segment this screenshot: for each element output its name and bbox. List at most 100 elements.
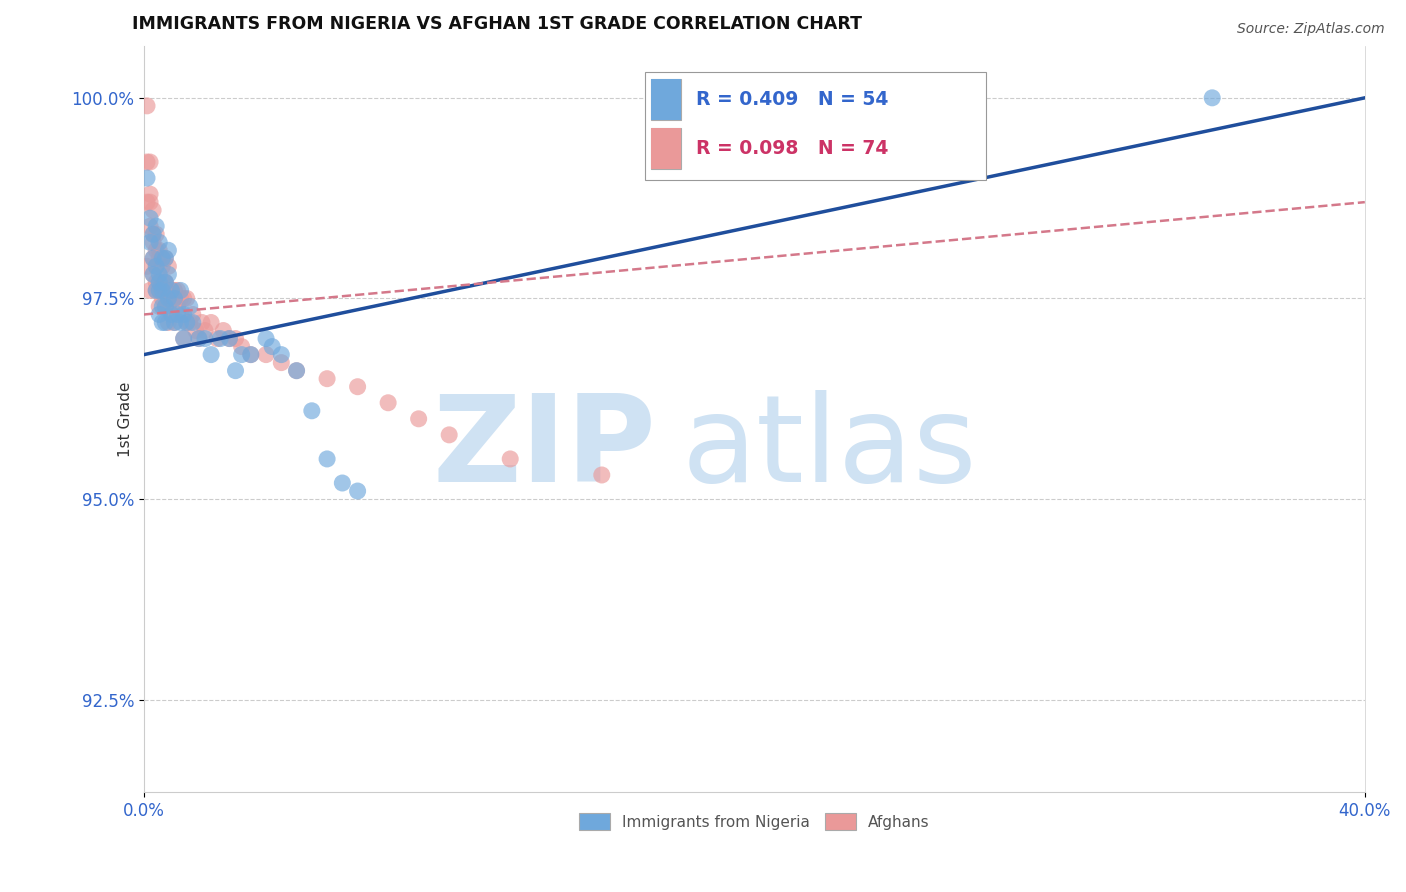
- Point: [145, 276, 167, 290]
- Point: [136, 99, 159, 113]
- Point: [173, 332, 195, 346]
- Point: [377, 396, 399, 410]
- Point: [301, 404, 323, 418]
- Text: atlas: atlas: [681, 390, 977, 508]
- Point: [136, 171, 159, 186]
- Point: [145, 260, 167, 274]
- Point: [1201, 91, 1223, 105]
- Point: [231, 348, 253, 362]
- Point: [285, 364, 308, 378]
- Point: [194, 332, 217, 346]
- Point: [225, 332, 247, 346]
- Point: [169, 316, 191, 330]
- Point: [136, 260, 159, 274]
- FancyBboxPatch shape: [644, 71, 987, 180]
- Point: [205, 332, 228, 346]
- Point: [169, 284, 191, 298]
- FancyBboxPatch shape: [651, 128, 681, 169]
- Point: [150, 252, 173, 266]
- Point: [142, 268, 165, 282]
- Point: [142, 235, 165, 250]
- Point: [150, 292, 173, 306]
- Text: Source: ZipAtlas.com: Source: ZipAtlas.com: [1237, 22, 1385, 37]
- Point: [212, 324, 235, 338]
- Point: [148, 235, 170, 250]
- Point: [142, 227, 165, 242]
- Point: [155, 252, 177, 266]
- Point: [157, 292, 180, 306]
- Point: [173, 308, 195, 322]
- Point: [181, 308, 204, 322]
- Point: [169, 308, 191, 322]
- Point: [285, 364, 308, 378]
- Point: [200, 348, 222, 362]
- Point: [150, 252, 173, 266]
- Point: [231, 340, 253, 354]
- Point: [163, 292, 186, 306]
- Point: [166, 308, 188, 322]
- Y-axis label: 1st Grade: 1st Grade: [118, 381, 132, 457]
- Point: [330, 475, 353, 490]
- Point: [148, 268, 170, 282]
- Point: [145, 227, 167, 242]
- Point: [160, 292, 183, 306]
- Point: [148, 300, 170, 314]
- Point: [136, 155, 159, 169]
- Point: [139, 211, 162, 226]
- Point: [150, 276, 173, 290]
- Point: [142, 252, 165, 266]
- FancyBboxPatch shape: [651, 79, 681, 120]
- Point: [139, 187, 162, 202]
- Point: [155, 300, 177, 314]
- Point: [157, 244, 180, 258]
- FancyBboxPatch shape: [651, 79, 681, 120]
- Point: [316, 452, 339, 467]
- Point: [239, 348, 262, 362]
- Point: [139, 219, 162, 234]
- Point: [176, 292, 198, 306]
- Text: IMMIGRANTS FROM NIGERIA VS AFGHAN 1ST GRADE CORRELATION CHART: IMMIGRANTS FROM NIGERIA VS AFGHAN 1ST GR…: [132, 15, 862, 33]
- Point: [270, 348, 292, 362]
- Text: R = 0.098   N = 74: R = 0.098 N = 74: [696, 139, 889, 158]
- Point: [200, 316, 222, 330]
- Point: [148, 284, 170, 298]
- Point: [169, 292, 191, 306]
- Point: [209, 332, 232, 346]
- Point: [437, 428, 460, 442]
- Point: [155, 252, 177, 266]
- Point: [150, 300, 173, 314]
- Point: [176, 316, 198, 330]
- Legend: Immigrants from Nigeria, Afghans: Immigrants from Nigeria, Afghans: [574, 806, 935, 837]
- Point: [591, 467, 613, 482]
- Point: [155, 276, 177, 290]
- Point: [136, 195, 159, 210]
- Point: [148, 276, 170, 290]
- Point: [163, 316, 186, 330]
- Point: [139, 235, 162, 250]
- Point: [160, 284, 183, 298]
- Point: [157, 316, 180, 330]
- Point: [184, 324, 207, 338]
- Point: [176, 316, 198, 330]
- Point: [148, 244, 170, 258]
- Point: [148, 284, 170, 298]
- Point: [139, 284, 162, 298]
- Point: [157, 268, 180, 282]
- Point: [179, 316, 201, 330]
- Point: [150, 316, 173, 330]
- Point: [148, 276, 170, 290]
- Point: [155, 284, 177, 298]
- Point: [163, 316, 186, 330]
- Point: [150, 284, 173, 298]
- FancyBboxPatch shape: [651, 128, 681, 169]
- Point: [142, 203, 165, 218]
- Point: [157, 300, 180, 314]
- Point: [316, 372, 339, 386]
- Point: [225, 364, 247, 378]
- Point: [187, 332, 209, 346]
- Point: [499, 452, 522, 467]
- Point: [194, 324, 217, 338]
- Point: [179, 300, 201, 314]
- Point: [155, 300, 177, 314]
- Point: [166, 300, 188, 314]
